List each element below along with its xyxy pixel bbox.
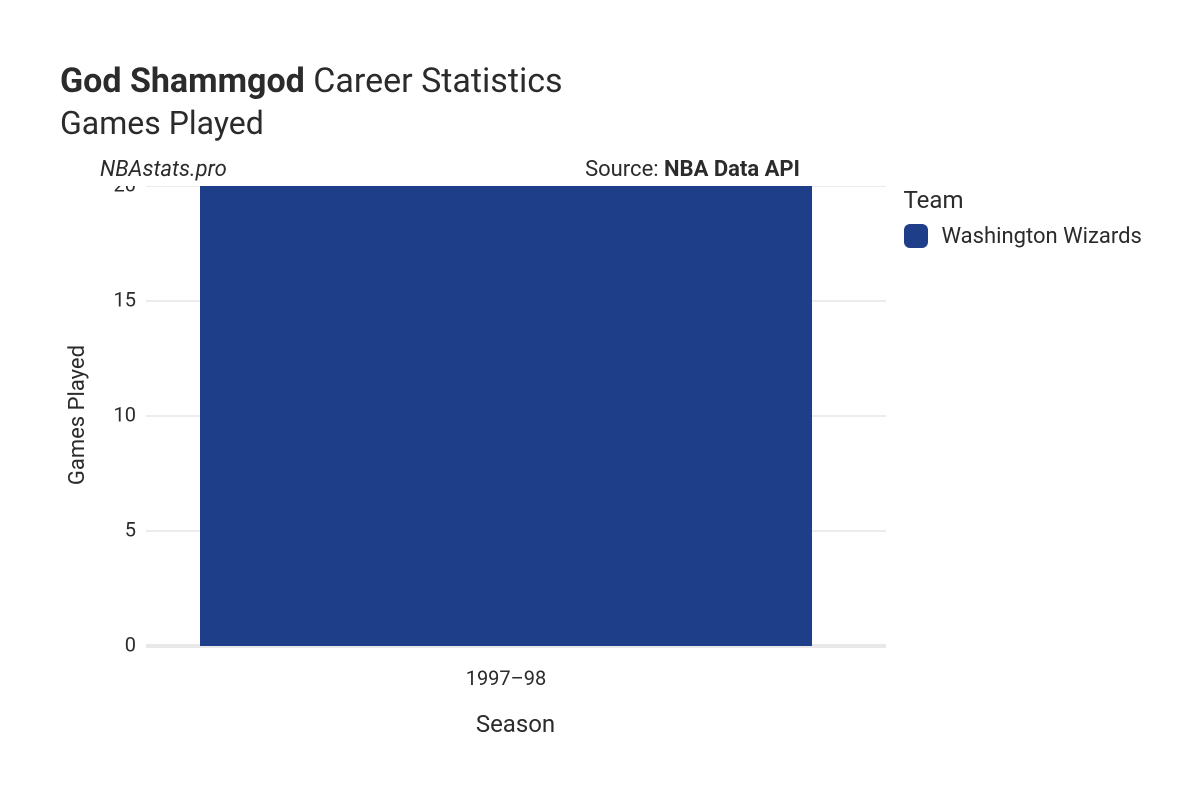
- y-tick-label: 10: [113, 402, 135, 426]
- y-tick-label: 0: [124, 632, 135, 656]
- legend-title: Team: [904, 186, 1160, 214]
- x-tick-label: 1997–98: [465, 666, 546, 690]
- source-prefix: Source:: [585, 157, 664, 182]
- chart-container: God Shammgod Career Statistics Games Pla…: [0, 0, 1200, 800]
- x-axis-label: Season: [96, 710, 886, 738]
- source-credit: Source: NBA Data API: [585, 157, 800, 182]
- legend-label: Washington Wizards: [942, 224, 1142, 249]
- title-subtitle: Games Played: [60, 103, 1160, 143]
- legend-swatch: [904, 224, 928, 248]
- source-name: NBA Data API: [664, 157, 800, 182]
- chart-wrap: Games Played 0 5 10 15 20 1997–98 Season Team…: [60, 186, 1160, 738]
- y-tick-label: 5: [124, 517, 135, 541]
- bar-chart: 0 5 10 15 20 1997–98: [96, 186, 886, 696]
- y-tick-label: 20: [113, 186, 135, 196]
- title-line-1: God Shammgod Career Statistics: [60, 60, 1160, 103]
- y-axis-label-box: Games Played: [60, 186, 96, 646]
- legend-items: Washington Wizards: [904, 224, 1160, 249]
- plot-column: 0 5 10 15 20 1997–98 Season: [96, 186, 886, 738]
- bar: [200, 186, 812, 646]
- title-block: God Shammgod Career Statistics Games Pla…: [60, 60, 1160, 143]
- site-credit: NBAstats.pro: [100, 157, 227, 182]
- meta-row: NBAstats.pro Source: NBA Data API: [60, 157, 800, 182]
- legend-item: Washington Wizards: [904, 224, 1160, 249]
- y-axis-label: Games Played: [65, 345, 90, 485]
- legend: Team Washington Wizards: [904, 186, 1160, 249]
- title-suffix: Career Statistics: [313, 61, 562, 101]
- player-name: God Shammgod: [60, 61, 305, 101]
- y-tick-label: 15: [113, 287, 135, 311]
